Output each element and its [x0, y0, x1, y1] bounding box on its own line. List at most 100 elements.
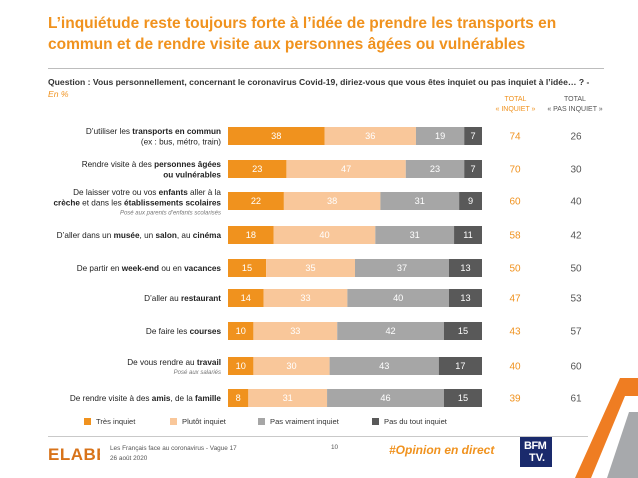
bar-segment-pas-du-tout-inquiet [443, 389, 482, 407]
category-label: D’aller dans un musée, un salon, au ciné… [57, 231, 222, 240]
bar-value-label: 22 [251, 196, 261, 206]
bar-segment-tres-inquiet [228, 389, 249, 407]
legend-label-pas-du-tout-inquiet: Pas du tout inquiet [384, 417, 447, 426]
category-label: De partir en week-end ou en vacances [77, 264, 222, 273]
bar-segment-pas-vraiment-inquiet [327, 389, 444, 407]
chart-legend: Très inquiet Plutôt inquiet Pas vraiment… [0, 417, 638, 431]
question-text: Question : Vous personnellement, concern… [48, 76, 593, 100]
deco-triangle-grey [607, 412, 638, 478]
footer-source-line: Les Français face au coronavirus - Vague… [110, 445, 237, 452]
bar-segment-plutot-inquiet [253, 357, 330, 375]
bar-segment-pas-vraiment-inquiet [405, 160, 465, 178]
bar-value-label: 47 [341, 164, 351, 174]
question-unit: En % [48, 89, 69, 99]
category-sublabel: Posé aux salariés [174, 370, 221, 376]
bar-segment-tres-inquiet [228, 226, 274, 244]
column-header-total-inquiet-line1: TOTAL [504, 96, 527, 103]
elabe-logo-text: ELABE [48, 445, 100, 464]
bar-value-label: 31 [415, 196, 425, 206]
bar-segment-plutot-inquiet [253, 322, 338, 340]
bar-segment-pas-vraiment-inquiet [329, 357, 439, 375]
bar-segment-tres-inquiet [228, 357, 254, 375]
category-label: De laisser votre ou vos enfants aller à … [73, 188, 221, 197]
title-divider [48, 68, 604, 69]
bar-value-label: 38 [271, 131, 281, 141]
column-header-total-pas-inquiet-line2: « PAS INQUIET » [547, 106, 603, 113]
decorative-triangle-logo [575, 378, 638, 478]
bar-segment-pas-du-tout-inquiet [438, 357, 482, 375]
question-body: Question : Vous personnellement, concern… [48, 77, 590, 87]
bar-segment-pas-du-tout-inquiet [448, 289, 482, 307]
bar-value-label: 14 [241, 293, 251, 303]
legend-swatch-pas-du-tout-inquiet [372, 418, 379, 425]
category-label: Rendre visite à des personnes âgées [82, 160, 222, 169]
bar-segment-plutot-inquiet [286, 160, 406, 178]
total-pas-inquiet-value: 57 [570, 327, 582, 338]
bfmtv-logo: BFM TV. [520, 437, 552, 467]
bar-segment-tres-inquiet [228, 289, 264, 307]
category-label: De vous rendre au travail [127, 358, 221, 367]
bar-value-label: 23 [430, 164, 440, 174]
bar-value-label: 10 [236, 361, 246, 371]
bar-value-label: 31 [410, 230, 420, 240]
bar-value-label: 33 [300, 293, 310, 303]
category-label: crèche et dans les établissements scolai… [53, 198, 221, 207]
bar-segment-tres-inquiet [228, 322, 254, 340]
total-pas-inquiet-value: 42 [570, 231, 582, 242]
bar-value-label: 15 [242, 263, 252, 273]
bar-value-label: 40 [393, 293, 403, 303]
footer-divider [48, 436, 588, 437]
total-pas-inquiet-value: 53 [570, 294, 582, 305]
bar-segment-pas-vraiment-inquiet [375, 226, 455, 244]
bar-segment-plutot-inquiet [263, 289, 348, 307]
bar-value-label: 10 [236, 326, 246, 336]
bar-value-label: 38 [327, 196, 337, 206]
bar-segment-tres-inquiet [228, 160, 287, 178]
bar-value-label: 15 [458, 393, 468, 403]
bar-value-label: 31 [283, 393, 293, 403]
bar-value-label: 17 [455, 361, 465, 371]
bar-value-label: 37 [397, 263, 407, 273]
total-inquiet-value: 47 [509, 294, 521, 305]
bar-segment-pas-du-tout-inquiet [464, 127, 482, 145]
category-label: D’aller au restaurant [144, 294, 221, 303]
legend-label-tres-inquiet: Très inquiet [96, 417, 136, 426]
bar-segment-pas-du-tout-inquiet [459, 192, 482, 210]
category-label: De rendre visite à des amis, de la famil… [70, 394, 222, 403]
page-title: L’inquiétude reste toujours forte à l’id… [48, 15, 557, 53]
legend-item-tres-inquiet: Très inquiet [84, 417, 135, 426]
bar-value-label: 19 [435, 131, 445, 141]
column-header-total-pas-inquiet: TOTAL « PAS INQUIET » [545, 95, 605, 115]
bar-segment-pas-du-tout-inquiet [464, 160, 482, 178]
total-pas-inquiet-value: 30 [570, 165, 582, 176]
bar-value-label: 18 [246, 230, 256, 240]
bar-value-label: 36 [365, 131, 375, 141]
bar-segment-plutot-inquiet [248, 389, 328, 407]
footer-date: 26 août 2020 [110, 455, 148, 462]
total-inquiet-value: 60 [509, 197, 521, 208]
legend-item-pas-du-tout-inquiet: Pas du tout inquiet [372, 417, 447, 426]
total-inquiet-value: 50 [509, 264, 521, 275]
total-inquiet-value: 43 [509, 327, 521, 338]
bar-segment-plutot-inquiet [324, 127, 416, 145]
page-number: 10 [331, 444, 339, 451]
column-header-total-inquiet: TOTAL « INQUIET » [488, 95, 543, 115]
legend-item-pas-vraiment-inquiet: Pas vraiment inquiet [258, 417, 339, 426]
bar-value-label: 40 [319, 230, 329, 240]
bar-segment-plutot-inquiet [283, 192, 381, 210]
category-sublabel: Posé aux parents d’enfants scolarisés [120, 210, 221, 216]
legend-swatch-plutot-inquiet [170, 418, 177, 425]
bar-value-label: 23 [252, 164, 262, 174]
bar-segment-pas-vraiment-inquiet [355, 259, 449, 277]
bar-value-label: 43 [379, 361, 389, 371]
total-inquiet-value: 58 [509, 231, 521, 242]
legend-item-plutot-inquiet: Plutôt inquiet [170, 417, 226, 426]
column-header-total-pas-inquiet-line1: TOTAL [564, 96, 586, 103]
bar-segment-tres-inquiet [228, 127, 325, 145]
footer-source: Les Français face au coronavirus - Vague… [110, 444, 237, 464]
bar-value-label: 13 [460, 293, 470, 303]
bar-value-label: 13 [460, 263, 470, 273]
bar-segment-pas-du-tout-inquiet [443, 322, 482, 340]
elabe-logo: ELABE [48, 445, 100, 464]
